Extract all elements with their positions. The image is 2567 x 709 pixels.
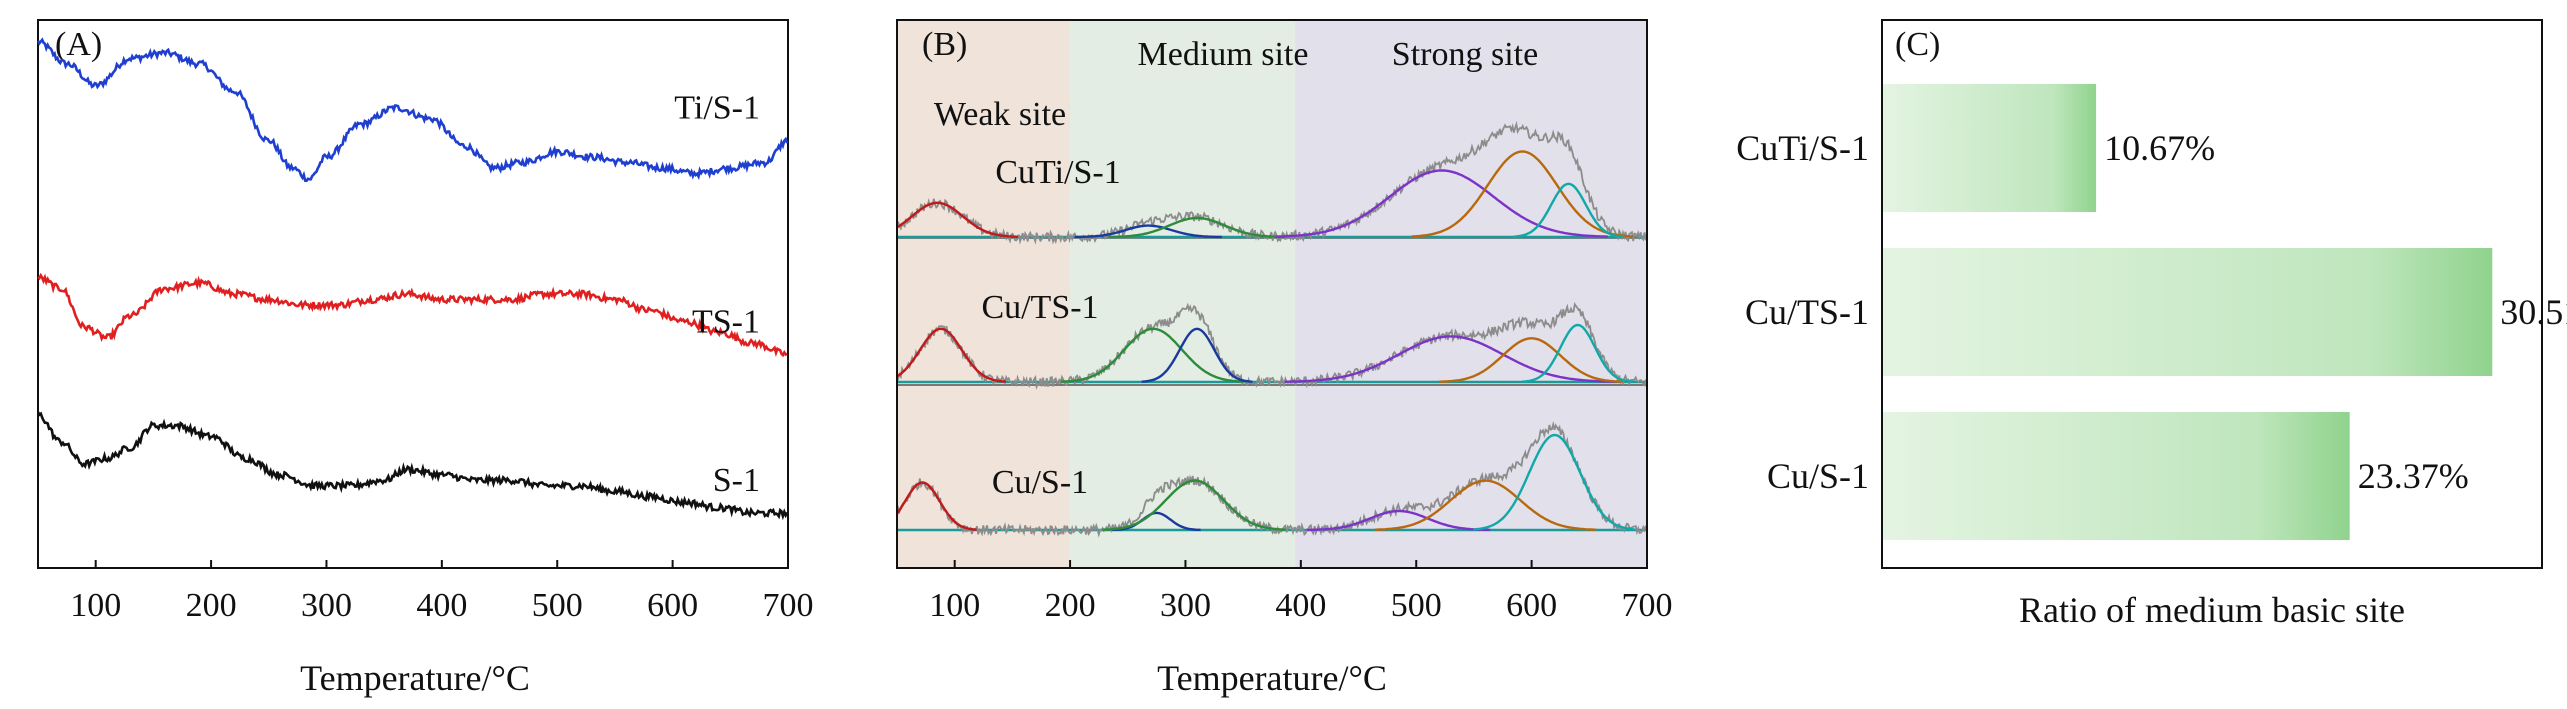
peak-cuti-s-1-632 [1513,182,1624,238]
peak-cu-ts-1-88 [896,327,1007,383]
category-label-cu-s-1: Cu/S-1 [1767,456,1869,496]
series-line-ts-1 [37,272,788,358]
sample-label-cuti-s1: CuTi/S-1 [995,154,1120,191]
panel-a-tick-label-600: 600 [647,587,698,624]
bar-cuti-s-1 [1883,84,2097,212]
trace-cu-ts-1 [896,301,1647,390]
panel-a-tick-label-100: 100 [70,587,121,624]
value-label-cuti-s-1: 10.67% [2104,128,2215,168]
series-label-s-1: S-1 [713,462,760,499]
series-label-ti-s-1: Ti/S-1 [674,90,760,127]
value-label-cu-ts-1: 30.51% [2500,292,2567,332]
category-label-cuti-s-1: CuTi/S-1 [1736,128,1869,168]
bar-cu-s-1 [1883,412,2350,540]
peak-cu-ts-1-272 [1060,327,1245,383]
panel-a-tick-label-400: 400 [416,587,467,624]
peak-cuti-s-1-310 [1108,216,1285,239]
peak-cu-s-1-560 [1374,479,1597,531]
panel-a-tick-label-300: 300 [301,587,352,624]
peak-cu-s-1-275 [1112,511,1201,532]
peak-cuti-s-1-85 [896,201,1019,238]
panel-b-tick-label-700: 700 [1622,587,1673,624]
panel-b: (B) Medium site Strong site Weak site Cu… [896,19,1673,698]
peak-cuti-s-1-522 [1275,169,1608,238]
series-label-ts-1: TS-1 [692,303,760,340]
peak-cu-ts-1-530 [1284,335,1617,383]
peak-cu-s-1-72 [896,481,977,531]
sample-label-cu-ts1: Cu/TS-1 [981,289,1098,326]
panel-b-frame [896,19,1648,569]
region-label-medium: Medium site [1138,36,1309,73]
region-medium-site [1070,20,1296,568]
category-label-cu-ts-1: Cu/TS-1 [1745,292,1869,332]
panel-a-tick-label-500: 500 [532,587,583,624]
panel-a-xlabel: Temperature/°C [300,658,530,698]
series-line-ti-s-1 [36,37,789,183]
panel-c-xlabel: Ratio of medium basic site [2019,590,2405,630]
peak-cu-ts-1-640 [1522,323,1634,383]
panel-c: (C) CuTi/S-1 10.67% Cu/TS-1 30.51% Cu/S-1 23.… [1736,19,2567,630]
panel-b-tick-label-400: 400 [1275,587,1326,624]
region-weak-site [897,20,1071,568]
panel-a-frame [37,19,789,569]
panel-b-tick-label-100: 100 [929,587,980,624]
panel-b-tick-label-200: 200 [1045,587,1096,624]
panel-b-tick-label-500: 500 [1391,587,1442,624]
bar-cu-ts-1 [1883,248,2493,376]
trace-cuti-s-1 [896,120,1647,245]
panel-a-tick-label-700: 700 [763,587,814,624]
value-label-cu-s-1: 23.37% [2358,456,2469,496]
region-label-weak: Weak site [934,96,1066,133]
peak-cu-s-1-308 [1102,479,1286,531]
region-strong-site [1295,20,1647,568]
peak-cu-s-1-620 [1473,433,1635,531]
panel-a-label: (A) [55,26,102,63]
sample-label-cu-s1: Cu/S-1 [992,464,1088,501]
panel-b-label: (B) [922,26,967,63]
peak-cu-s-1-485 [1306,509,1491,532]
panel-c-label: (C) [1895,26,1940,63]
region-label-strong: Strong site [1392,36,1538,73]
series-line-s-1 [36,411,789,521]
peak-cu-ts-1-310 [1141,327,1253,383]
peak-cu-ts-1-600 [1439,337,1623,383]
panel-c-frame [1881,19,2543,569]
panel-b-tick-label-600: 600 [1506,587,1557,624]
panel-b-xlabel: Temperature/°C [1157,658,1387,698]
peak-cuti-s-1-592 [1411,150,1634,238]
panel-a: (A) Ti/S-1TS-1S-1 100 200 300 400 500 600 700 … [36,19,814,698]
panel-b-tick-label-300: 300 [1160,587,1211,624]
panel-a-tick-label-200: 200 [186,587,237,624]
peak-cuti-s-1-268 [1074,224,1222,239]
